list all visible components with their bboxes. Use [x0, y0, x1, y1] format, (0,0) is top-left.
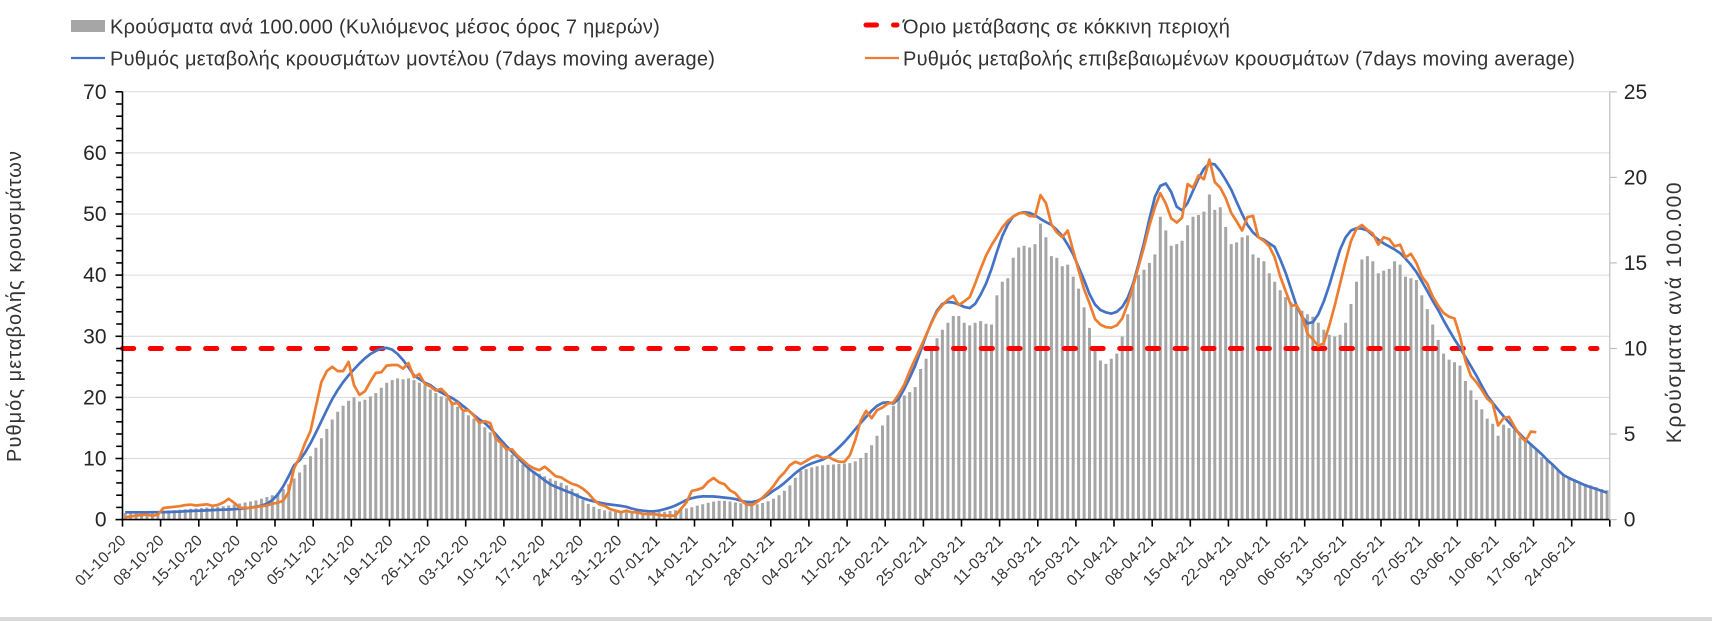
svg-text:Ρυθμός μεταβολής κρουσμάτων: Ρυθμός μεταβολής κρουσμάτων	[4, 150, 26, 462]
svg-text:Ρυθμός μεταβολής κρουσμάτων μο: Ρυθμός μεταβολής κρουσμάτων μοντέλου (7d…	[110, 49, 715, 71]
svg-text:50: 50	[83, 203, 106, 226]
svg-text:0: 0	[1624, 509, 1636, 532]
svg-text:10: 10	[83, 448, 106, 471]
svg-text:Ρυθμός μεταβολής επιβεβαιωμένω: Ρυθμός μεταβολής επιβεβαιωμένων κρουσμάτ…	[903, 49, 1575, 71]
svg-text:0: 0	[95, 509, 107, 532]
svg-text:60: 60	[83, 142, 106, 165]
svg-text:Κρούσματα ανά 100.000: Κρούσματα ανά 100.000	[1663, 181, 1686, 443]
svg-text:5: 5	[1624, 423, 1636, 446]
svg-text:30: 30	[83, 325, 106, 348]
svg-text:15: 15	[1624, 252, 1647, 275]
svg-text:Κρούσματα ανά 100.000 (Κυλιόμε: Κρούσματα ανά 100.000 (Κυλιόμενος μέσος …	[110, 17, 660, 39]
svg-text:70: 70	[83, 81, 106, 104]
svg-text:20: 20	[83, 386, 106, 409]
svg-text:20: 20	[1624, 166, 1647, 189]
svg-text:Όριο μετάβασης σε κόκκινη περι: Όριο μετάβασης σε κόκκινη περιοχή	[902, 17, 1230, 39]
svg-text:25: 25	[1624, 81, 1647, 104]
svg-text:40: 40	[83, 264, 106, 287]
svg-text:10: 10	[1624, 338, 1647, 361]
